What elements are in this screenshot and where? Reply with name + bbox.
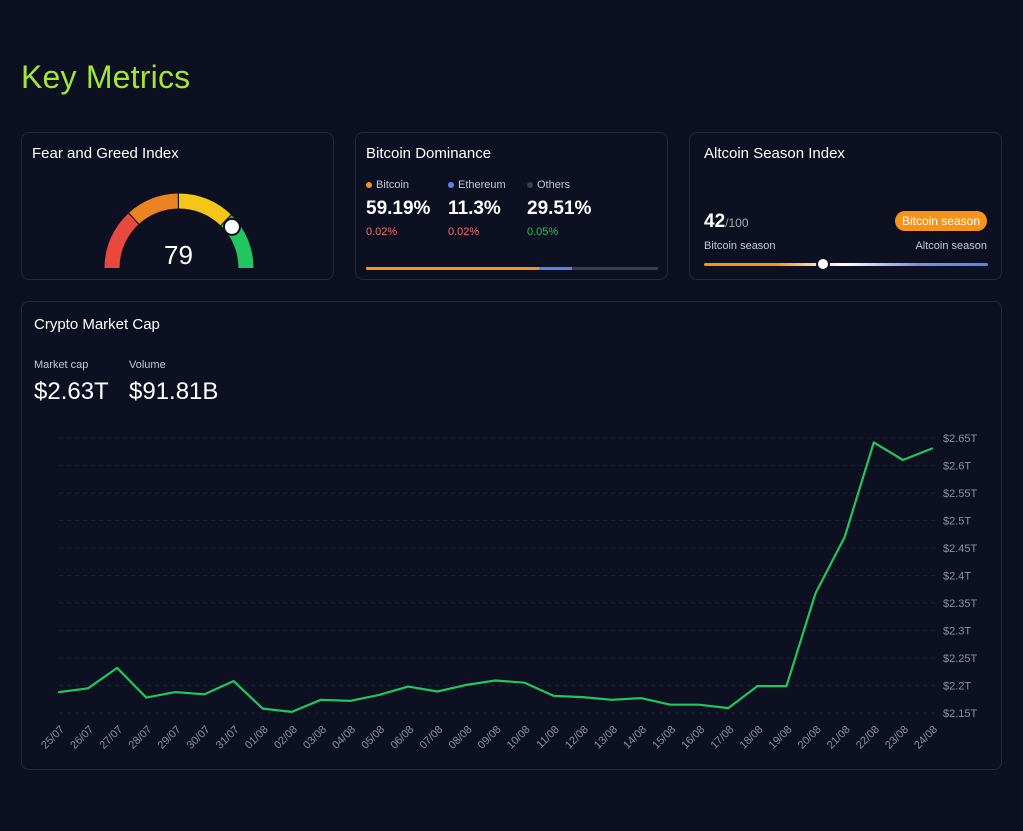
x-tick-label: 14/08	[621, 724, 649, 752]
page-title: Key Metrics	[21, 59, 191, 95]
altcoin-left-label: Bitcoin season	[704, 240, 776, 252]
y-tick-label: $2.6T	[943, 461, 971, 473]
market-cap-title: Crypto Market Cap	[34, 316, 160, 333]
dominance-value: 11.3%	[448, 198, 501, 219]
dominance-value: 59.19%	[366, 198, 431, 219]
x-tick-label: 27/07	[97, 724, 125, 752]
dominance-label: Others	[537, 179, 571, 191]
x-tick-label: 29/07	[156, 724, 184, 752]
dominance-others: Others 29.51% 0.05%	[527, 179, 591, 238]
ethereum-dot-icon	[448, 182, 454, 188]
dominance-value: 29.51%	[527, 198, 592, 219]
x-tick-label: 09/08	[476, 724, 504, 752]
x-tick-label: 11/08	[534, 724, 561, 751]
altcoin-scale-indicator	[816, 257, 831, 271]
altcoin-season-card: Altcoin Season Index 42/100 Bitcoin seas…	[689, 132, 1002, 280]
dominance-ethereum: Ethereum 11.3% 0.02%	[448, 179, 506, 238]
x-tick-label: 19/08	[767, 724, 795, 752]
dominance-change: 0.02%	[448, 226, 480, 238]
altcoin-score: 42/100	[704, 211, 749, 233]
gauge-segment-greed	[178, 193, 231, 226]
dominance-bitcoin: Bitcoin 59.19% 0.02%	[366, 179, 430, 238]
altcoin-score-value: 42	[704, 211, 726, 232]
dominance-bar-others	[571, 267, 658, 270]
x-tick-label: 31/07	[214, 724, 242, 752]
x-tick-label: 22/08	[854, 724, 882, 752]
x-tick-label: 30/07	[185, 724, 213, 752]
gauge-indicator	[222, 217, 241, 236]
altcoin-score-max: /100	[725, 216, 749, 230]
x-tick-label: 01/08	[243, 724, 271, 752]
dominance-label: Bitcoin	[376, 179, 410, 191]
volume-value: $91.81B	[129, 378, 219, 405]
x-tick-label: 04/08	[330, 724, 358, 752]
altcoin-right-label: Altcoin season	[915, 240, 987, 252]
gauge-segment-fear	[129, 193, 179, 224]
x-tick-label: 17/08	[708, 724, 736, 752]
dominance-bar-ethereum	[538, 267, 572, 270]
x-tick-label: 05/08	[359, 724, 387, 752]
x-tick-label: 16/08	[679, 724, 707, 752]
altcoin-status-badge: Bitcoin season	[894, 211, 987, 231]
x-tick-label: 28/07	[126, 724, 154, 752]
x-tick-label: 26/07	[68, 724, 96, 752]
x-tick-label: 15/08	[650, 724, 678, 752]
y-tick-label: $2.25T	[943, 653, 978, 665]
y-tick-label: $2.3T	[943, 626, 971, 638]
volume-label: Volume	[129, 359, 166, 371]
dominance-change: 0.05%	[527, 226, 559, 238]
market-cap-stat: Market cap $2.63T	[34, 359, 109, 406]
y-tick-label: $2.65T	[943, 433, 978, 445]
dominance-bar	[366, 267, 658, 270]
fear-greed-card: Fear and Greed Index 79	[21, 132, 334, 280]
y-tick-label: $2.35T	[943, 598, 978, 610]
y-tick-label: $2.5T	[943, 516, 971, 528]
market-cap-card: Crypto Market Cap Market cap $2.63T Volu…	[21, 301, 1002, 770]
x-tick-label: 18/08	[738, 724, 766, 752]
fear-greed-gauge	[104, 193, 254, 269]
dominance-change: 0.02%	[366, 226, 398, 238]
market-cap-label: Market cap	[34, 359, 89, 371]
x-tick-label: 13/08	[592, 724, 620, 752]
x-tick-label: 20/08	[796, 724, 824, 752]
x-tick-label: 02/08	[272, 724, 300, 752]
market-cap-value: $2.63T	[34, 378, 109, 405]
bitcoin-dominance-title: Bitcoin Dominance	[366, 145, 492, 162]
y-tick-label: $2.15T	[943, 708, 978, 720]
fear-greed-title: Fear and Greed Index	[32, 145, 179, 162]
x-tick-label: 10/08	[505, 724, 533, 752]
y-tick-label: $2.4T	[943, 571, 971, 583]
x-tick-label: 03/08	[301, 724, 329, 752]
altcoin-season-title: Altcoin Season Index	[704, 145, 845, 162]
bitcoin-dominance-card: Bitcoin Dominance Bitcoin 59.19% 0.02% E…	[355, 132, 668, 280]
x-tick-label: 12/08	[563, 724, 591, 752]
market-cap-chart: $2.15T $2.2T $2.25T $2.3T $2.35T $2.4T $2.45T $…	[39, 433, 978, 752]
y-tick-label: $2.55T	[943, 488, 978, 500]
dominance-label: Ethereum	[458, 179, 506, 191]
x-tick-label: 24/08	[912, 724, 940, 752]
dominance-bar-bitcoin	[366, 267, 539, 270]
gauge-segment-extreme-fear	[104, 213, 139, 269]
altcoin-scale-bar	[704, 263, 988, 266]
x-tick-label: 21/08	[825, 724, 853, 752]
x-tick-label: 07/08	[417, 724, 445, 752]
market-cap-series-line	[57, 441, 934, 713]
y-tick-label: $2.2T	[943, 681, 971, 693]
fear-greed-value: 79	[164, 240, 193, 270]
bitcoin-dot-icon	[366, 182, 372, 188]
x-tick-label: 08/08	[447, 724, 475, 752]
x-tick-label: 23/08	[883, 724, 911, 752]
x-tick-label: 25/07	[39, 724, 67, 752]
volume-stat: Volume $91.81B	[129, 359, 218, 406]
others-dot-icon	[527, 182, 533, 188]
y-tick-label: $2.45T	[943, 543, 978, 555]
x-tick-label: 06/08	[388, 724, 416, 752]
